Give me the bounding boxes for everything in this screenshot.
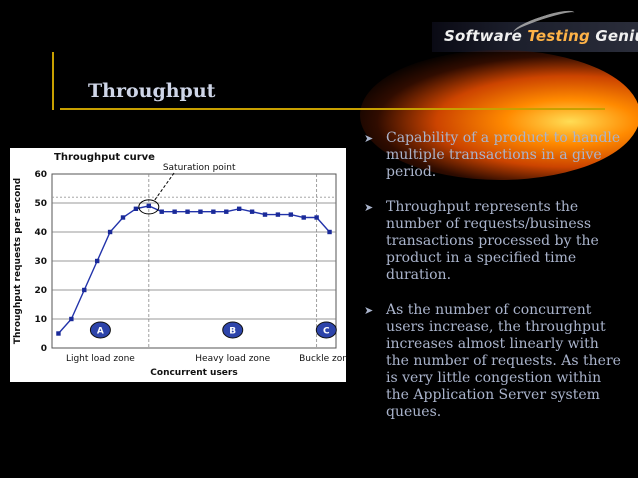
chart-y-label: Throughput requests per second (13, 178, 23, 344)
series-point (107, 229, 113, 235)
bullet-item: ➤ As the number of concurrent users incre… (362, 302, 622, 421)
y-tick-label: 20 (34, 286, 47, 296)
series-point (327, 229, 332, 235)
zone-marker-letter: C (323, 327, 330, 337)
series-point (159, 209, 164, 214)
chart-grid (51, 173, 337, 349)
zone-marker-circle (222, 321, 244, 339)
series-point (236, 206, 242, 211)
y-tick-label: 50 (34, 199, 47, 209)
zone-marker-circle (89, 321, 111, 339)
series-point (82, 287, 87, 293)
chart-y-ticks: 0 10 20 30 40 50 60 (34, 170, 47, 354)
y-tick-label: 40 (34, 228, 47, 238)
bullet-item: ➤ Throughput represents the number of req… (362, 199, 622, 284)
series-point (185, 209, 190, 214)
bullet-item: ➤ Capability of a product to handle multi… (362, 130, 622, 181)
series-point (133, 206, 139, 211)
series-point (146, 203, 152, 209)
zone-marker-letter: B (229, 327, 236, 337)
zone-marker-letter: A (97, 327, 104, 337)
bullet-list: ➤ Capability of a product to handle multi… (362, 130, 622, 439)
chart-x-label: Concurrent users (150, 368, 237, 378)
arrowhead-bullet-icon: ➤ (364, 201, 374, 214)
brand-bar (432, 22, 638, 52)
series-point (224, 209, 229, 214)
zone-label: Buckle zone (299, 354, 346, 364)
brand-logo: Software Testing Genius (444, 27, 638, 45)
series-point (94, 258, 100, 264)
series-point (172, 209, 177, 214)
brand-name-part1: Software (444, 27, 528, 45)
zone-marker-circle (315, 321, 337, 339)
series-line (57, 205, 331, 334)
series-point (314, 215, 319, 220)
y-tick-label: 60 (34, 170, 47, 180)
arrowhead-bullet-icon: ➤ (364, 304, 374, 317)
accent-vertical-bar (52, 52, 54, 110)
bullet-text: Throughput represents the number of requ… (386, 199, 599, 283)
saturation-circle (138, 199, 160, 215)
series-point (249, 209, 255, 214)
series-point (56, 331, 61, 336)
series-point (301, 215, 306, 220)
y-tick-label: 30 (34, 257, 47, 267)
saturation-arrow (154, 171, 176, 201)
series-point (211, 209, 216, 214)
series-point (198, 209, 203, 214)
throughput-chart: Throughput curve 0 10 20 30 40 50 60 A Light lo… (10, 148, 346, 382)
chart-title: Throughput curve (54, 152, 155, 163)
series-points (56, 203, 332, 336)
bullet-text: As the number of concurrent users increa… (386, 302, 621, 420)
brand-name-part2: Genius (595, 27, 638, 45)
brand-name-highlight: Testing (527, 27, 590, 45)
series-point (69, 316, 74, 322)
y-tick-label: 10 (34, 315, 47, 325)
zone-label: Heavy load zone (195, 354, 270, 364)
saturation-label: Saturation point (163, 163, 236, 173)
decorative-glow (360, 50, 638, 180)
series-point (288, 212, 294, 217)
saturation-annotation: Saturation point (138, 163, 236, 215)
zone-label: Light load zone (66, 354, 135, 364)
y-tick-label: 0 (41, 344, 47, 354)
slide-title: Throughput (88, 80, 216, 102)
bullet-text: Capability of a product to handle multip… (386, 130, 621, 180)
series-point (120, 215, 126, 220)
series-point (275, 212, 281, 217)
series-point (262, 212, 268, 217)
chart-zones: A Light load zone B Heavy load zone C Buckle … (66, 174, 346, 364)
accent-horizontal-bar (60, 108, 605, 110)
arrowhead-bullet-icon: ➤ (364, 132, 374, 145)
